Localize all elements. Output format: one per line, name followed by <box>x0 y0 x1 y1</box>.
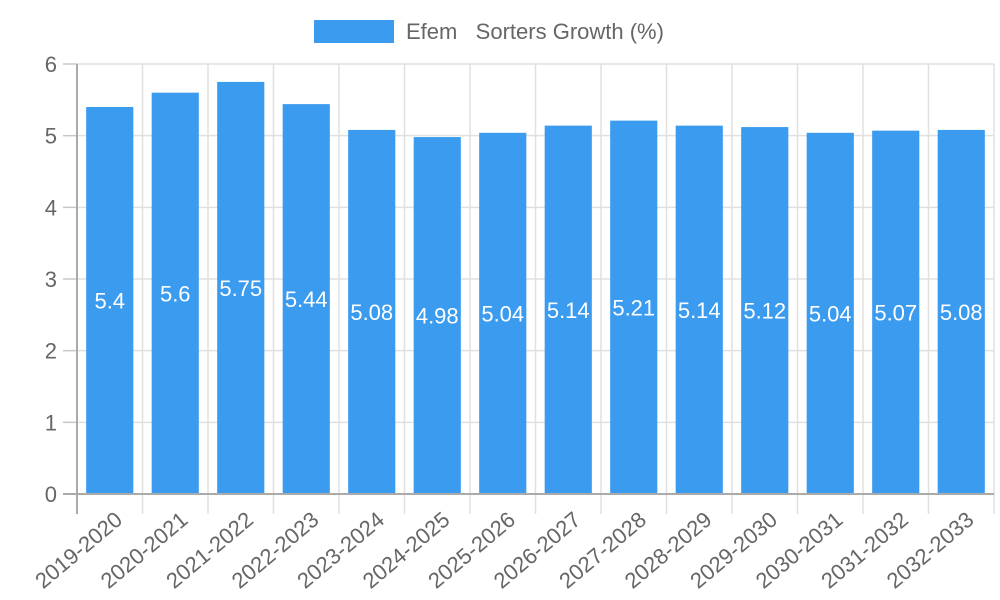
y-tick-label: 0 <box>45 482 57 507</box>
axes <box>63 64 994 514</box>
bar[interactable] <box>872 130 920 494</box>
y-tick-label: 1 <box>45 410 57 435</box>
bar-value-label: 5.44 <box>285 287 328 312</box>
y-tick-label: 4 <box>45 195 57 220</box>
bar[interactable] <box>610 120 658 494</box>
bar-value-label: 4.98 <box>416 304 459 329</box>
y-tick-label: 6 <box>45 52 57 77</box>
bar[interactable] <box>544 125 592 494</box>
bar[interactable] <box>741 127 789 495</box>
bar-value-label: 5.07 <box>874 300 917 325</box>
bar-value-label: 5.4 <box>94 289 125 314</box>
bar-value-label: 5.14 <box>547 298 590 323</box>
bar[interactable] <box>479 132 527 495</box>
bar-value-label: 5.75 <box>219 276 262 301</box>
y-tick-label: 2 <box>45 339 57 364</box>
bar[interactable] <box>151 92 199 495</box>
bar[interactable] <box>86 107 134 494</box>
bar-value-label: 5.04 <box>809 301 852 326</box>
bar[interactable] <box>348 129 396 494</box>
y-tick-label: 3 <box>45 267 57 292</box>
bar[interactable] <box>282 104 330 494</box>
bar-value-label: 5.08 <box>350 300 393 325</box>
legend-label: Efem Sorters Growth (%) <box>406 19 664 44</box>
gridlines <box>76 63 995 514</box>
bar[interactable] <box>217 81 265 495</box>
y-axis-ticks: 0 1 2 3 4 5 6 <box>45 52 77 507</box>
y-tick-label: 5 <box>45 124 57 149</box>
bar-value-label: 5.04 <box>481 301 524 326</box>
bar-value-label: 5.12 <box>743 299 786 324</box>
bar[interactable] <box>937 129 985 494</box>
bar[interactable] <box>413 137 461 494</box>
legend-swatch <box>314 20 394 43</box>
bar-value-label: 5.14 <box>678 298 721 323</box>
bar-value-label: 5.08 <box>940 300 983 325</box>
bar-value-label: 5.6 <box>160 281 191 306</box>
x-axis-ticks: 2019-20202020-20212021-20222022-20232023… <box>30 507 978 594</box>
bar[interactable] <box>675 125 723 494</box>
bars: 5.4 5.6 5.75 5.44 5.08 4.98 5.04 5.14 5.21 5.14 5.… <box>86 81 985 495</box>
legend[interactable]: Efem Sorters Growth (%) <box>314 19 664 44</box>
bar-value-label: 5.21 <box>612 295 655 320</box>
bar[interactable] <box>806 132 854 495</box>
